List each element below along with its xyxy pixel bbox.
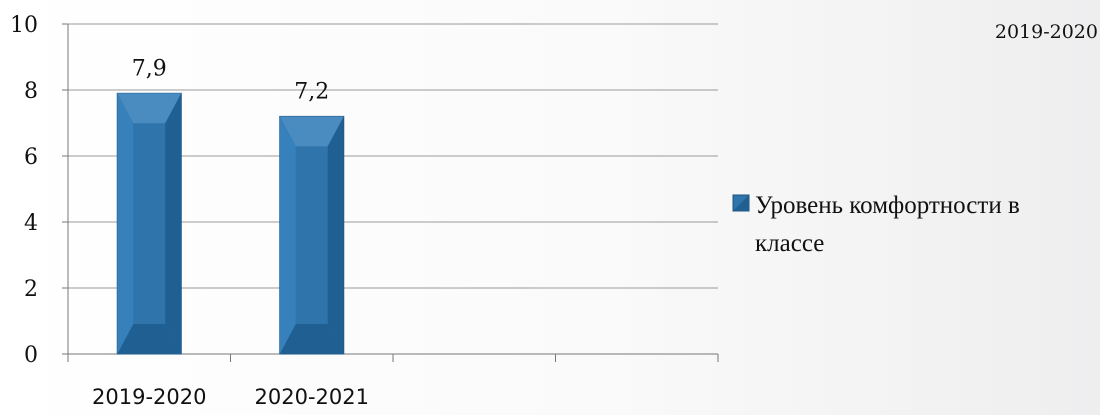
- bar: [279, 115, 345, 355]
- data-label: 7,9: [132, 56, 167, 81]
- bar-bevel-left: [117, 93, 134, 355]
- corner-label: 2019-2020: [995, 21, 1098, 43]
- bars: [116, 92, 345, 355]
- legend: Уровень комфортности в классе: [732, 192, 1020, 257]
- y-tick-label: 2: [24, 277, 38, 302]
- y-axis-ticks: 0 2 4 6 8 10: [10, 13, 68, 368]
- x-tick-label: 2019-2020: [92, 385, 206, 409]
- x-tick-label: 2020-2021: [255, 385, 369, 409]
- bar: [116, 92, 182, 355]
- y-tick-label: 0: [24, 343, 38, 368]
- bar-bevel-right: [165, 93, 182, 355]
- x-axis-ticks: 2019-2020 2020-2021: [67, 354, 719, 409]
- data-label: 7,2: [294, 79, 329, 104]
- bar-bevel-left: [279, 116, 296, 355]
- y-tick-label: 4: [24, 211, 38, 236]
- y-tick-label: 8: [24, 79, 38, 104]
- legend-label-line-1: Уровень комфортности в: [755, 192, 1020, 219]
- bar-bevel-top: [279, 116, 344, 147]
- y-tick-label: 6: [24, 145, 38, 170]
- data-labels: 7,9 7,2: [132, 56, 330, 104]
- bar-bevel-bottom: [117, 324, 182, 354]
- legend-swatch-shade: [733, 195, 749, 211]
- legend-label-line-2: классе: [755, 230, 824, 257]
- bar-bevel-top: [117, 93, 182, 124]
- bar-bevel-right: [327, 116, 344, 355]
- bar-bevel-bottom: [279, 324, 344, 354]
- y-tick-label: 10: [10, 13, 38, 38]
